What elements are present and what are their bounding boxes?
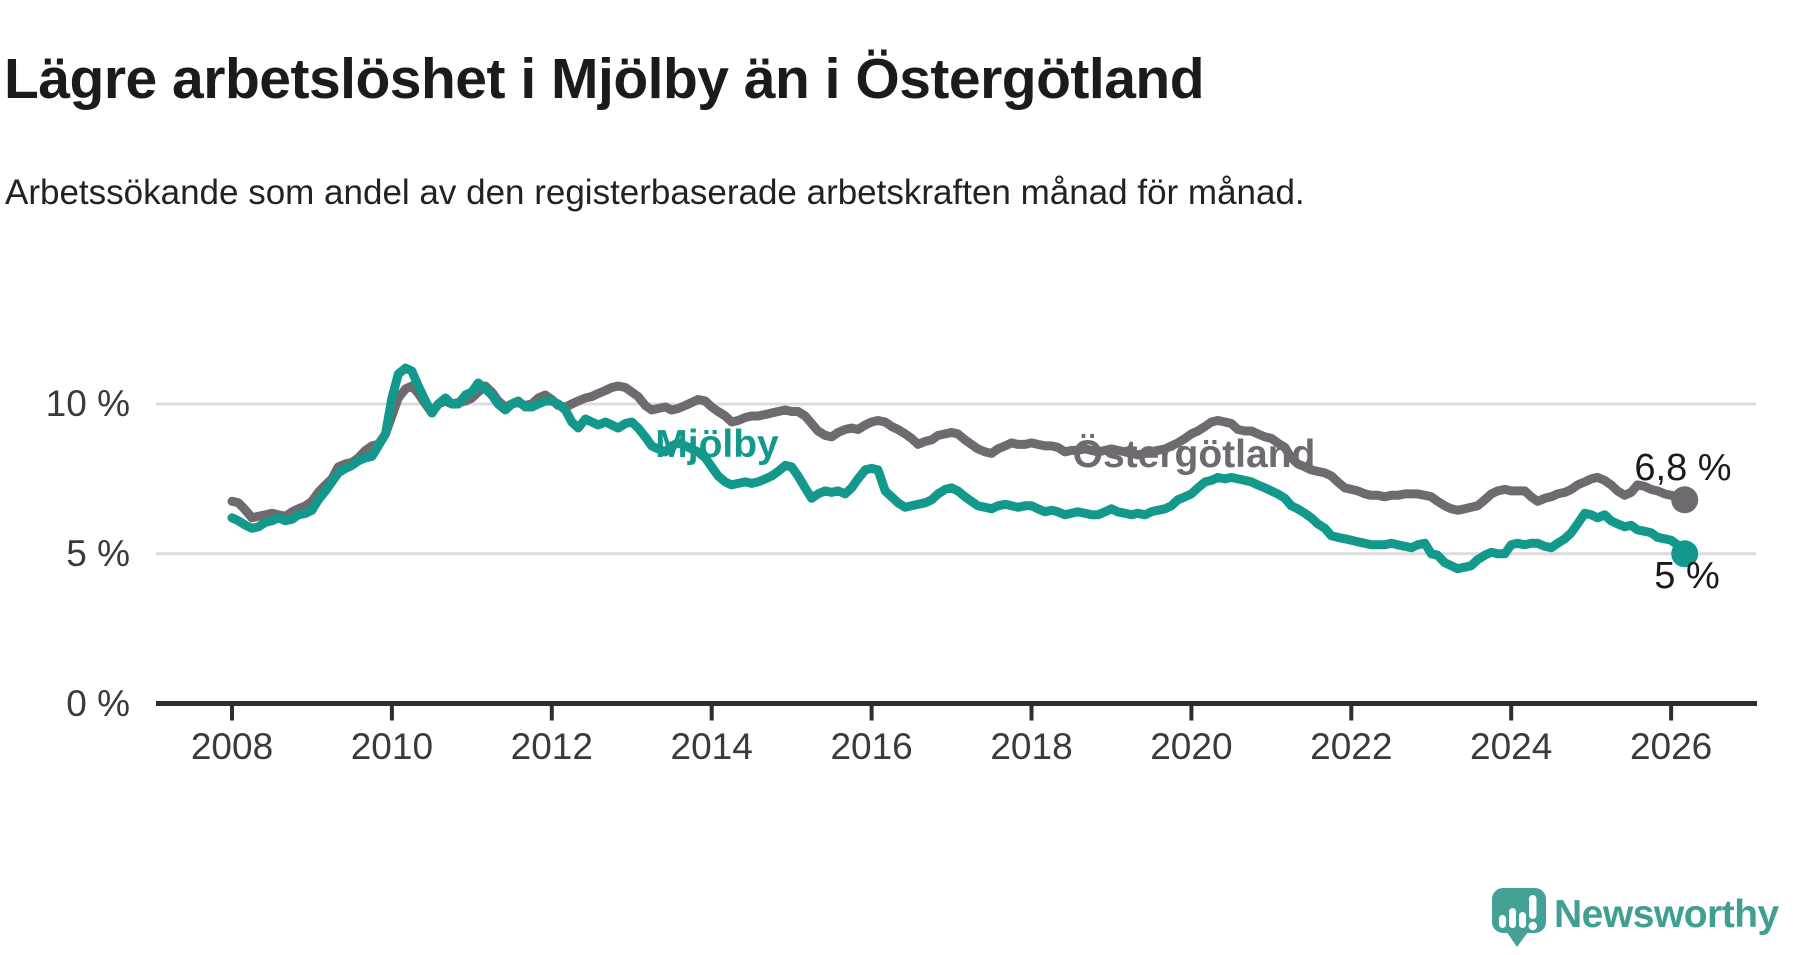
x-axis-label: 2022	[1310, 726, 1393, 767]
x-axis-label: 2012	[510, 726, 593, 767]
x-axis-label: 2014	[670, 726, 753, 767]
chart-subtitle: Arbetssökande som andel av den registerb…	[5, 173, 1305, 212]
x-axis-label: 2016	[830, 726, 913, 767]
y-axis-label: 0 %	[66, 682, 130, 724]
chart-title: Lägre arbetslöshet i Mjölby än i Östergö…	[4, 47, 1205, 112]
x-axis-label: 2008	[190, 726, 274, 767]
x-axis-label: 2024	[1470, 726, 1553, 767]
newsworthy-logo-icon	[1492, 888, 1546, 947]
newsworthy-logo-text: Newsworthy	[1554, 893, 1779, 936]
x-axis-label: 2010	[350, 726, 434, 767]
series-label-mjolby: Mjölby	[655, 423, 779, 466]
end-dot-mjolby	[1671, 540, 1699, 568]
y-axis-label: 10 %	[45, 383, 130, 424]
series-line-mjolby	[227, 363, 1690, 574]
series-label-ostergotland: Östergötland	[1072, 433, 1316, 476]
x-axis-label: 2026	[1629, 726, 1713, 767]
end-dot-ostergotland	[1671, 486, 1699, 514]
series-line-ostergotland	[227, 381, 1690, 523]
x-axis-label: 2020	[1150, 726, 1233, 767]
end-value-label-ostergotland: 6,8 %	[1634, 447, 1732, 489]
newsworthy-branding: Newsworthy	[1490, 885, 1779, 947]
end-value-label-mjolby: 5 %	[1654, 555, 1720, 597]
y-axis-label: 5 %	[66, 532, 130, 574]
x-axis-label: 2018	[990, 726, 1073, 767]
